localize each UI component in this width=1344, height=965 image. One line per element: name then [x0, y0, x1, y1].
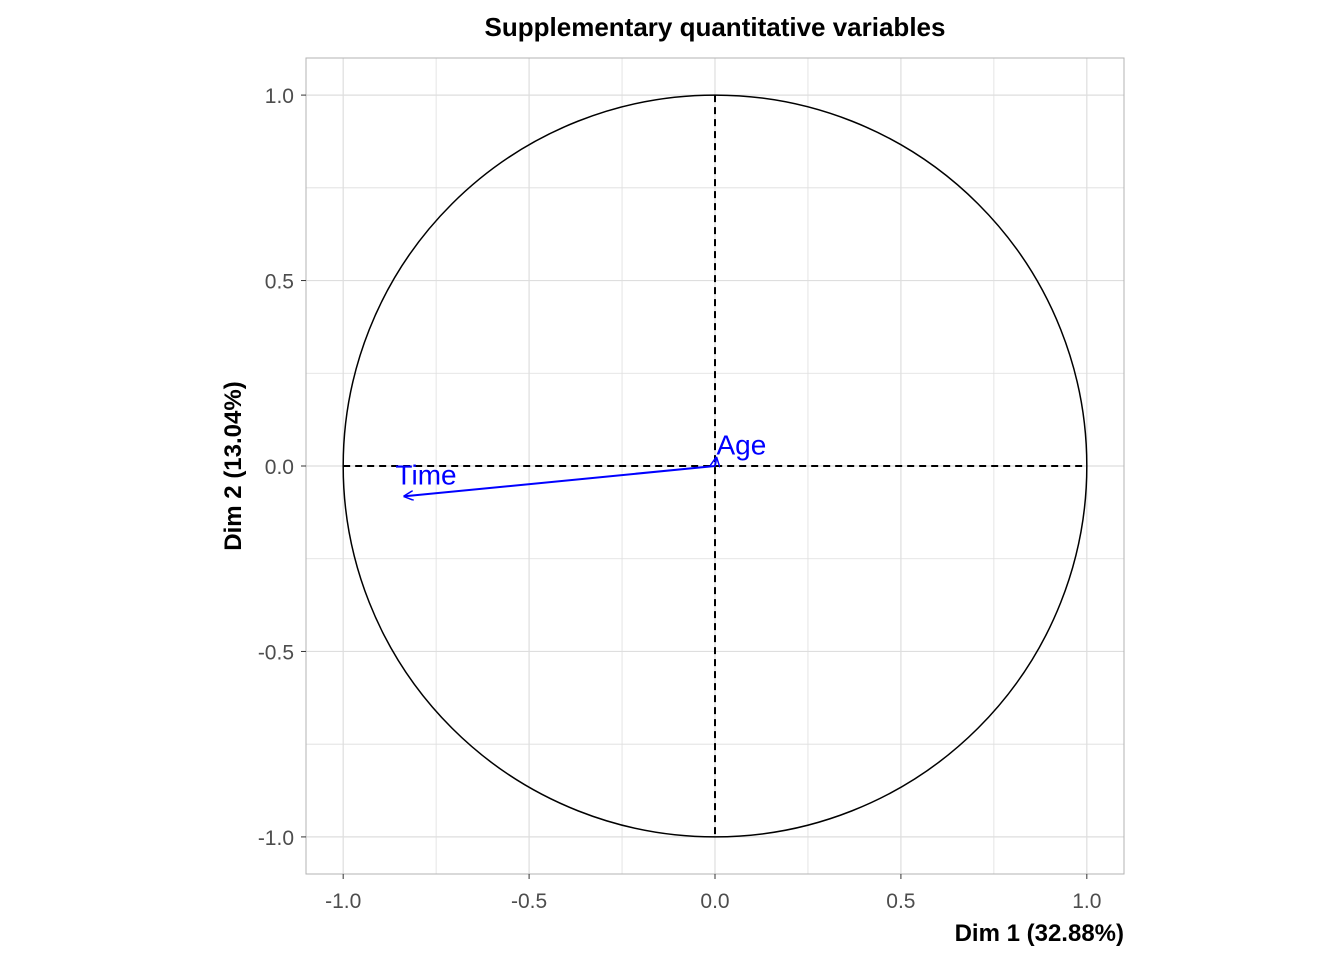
axes: -1.0 -0.5 0.0 0.5 1.0 -1.0 -0.5 0.0 0.5 1.0: [258, 85, 1102, 913]
y-tick-label: -0.5: [258, 641, 294, 664]
y-tick-label: 0.5: [265, 271, 294, 294]
y-tick-label: 0.0: [265, 456, 294, 479]
y-tick-label: 1.0: [265, 85, 294, 108]
arrow-age: [715, 457, 716, 466]
arrow-label-age: Age: [716, 430, 766, 461]
arrow-time: [403, 465, 716, 496]
x-tick-label: -0.5: [511, 890, 547, 913]
chart-title: Supplementary quantitative variables: [485, 12, 946, 42]
y-axis-label: Dim 2 (13.04%): [220, 381, 247, 550]
arrow-label-time: Time: [395, 459, 456, 490]
x-tick-label: 1.0: [1072, 890, 1101, 913]
y-tick-label: -1.0: [258, 827, 294, 850]
marks: Time Age: [342, 94, 1088, 838]
x-tick-label: 0.0: [700, 890, 729, 913]
x-tick-label: 0.5: [886, 890, 915, 913]
x-axis-label: Dim 1 (32.88%): [955, 920, 1124, 947]
x-tick-label: -1.0: [325, 890, 361, 913]
